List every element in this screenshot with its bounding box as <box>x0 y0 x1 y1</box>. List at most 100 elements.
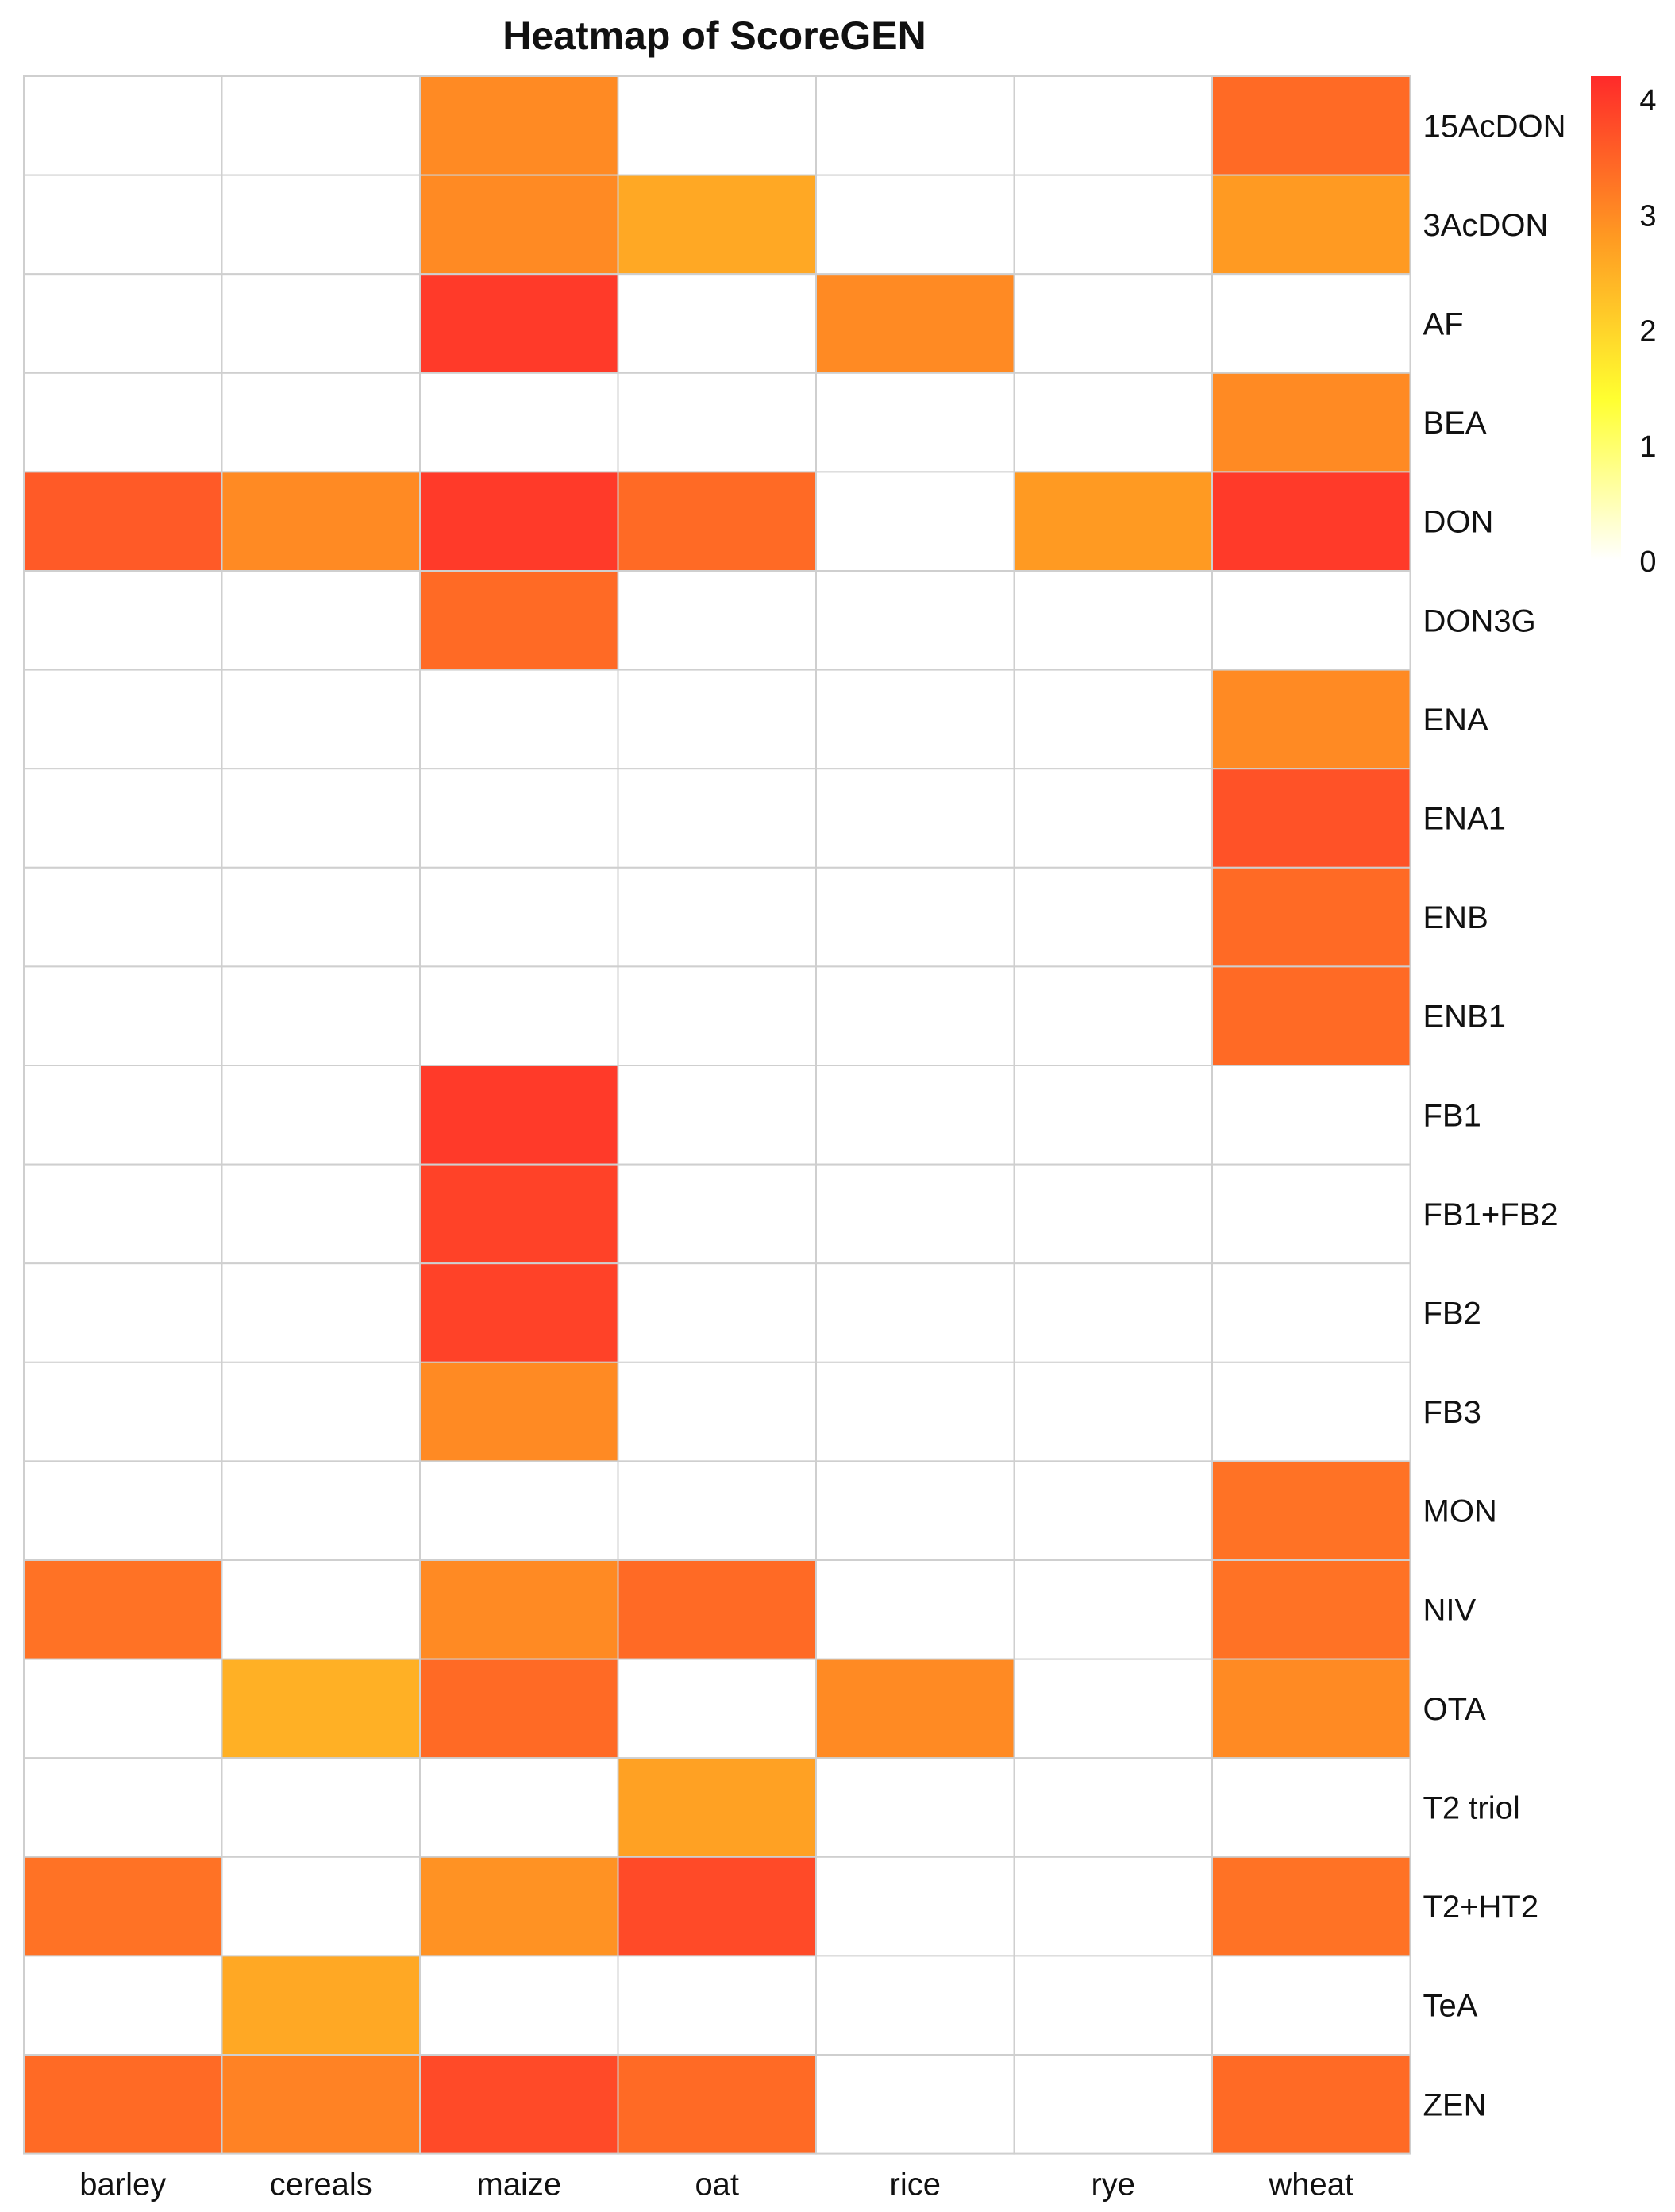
heatmap-cell-enb-maize <box>419 866 619 968</box>
heatmap-cell-t2-triol-cereals <box>221 1757 421 1858</box>
heatmap-cell-t2-triol-oat <box>617 1757 817 1858</box>
heatmap-cell-fb1-fb2-oat <box>617 1163 817 1265</box>
column-label: oat <box>695 2168 739 2202</box>
heatmap-cell-niv-wheat <box>1211 1559 1411 1660</box>
heatmap-cell-15acdon-maize <box>419 75 619 176</box>
row-label: FB3 <box>1423 1395 1481 1430</box>
heatmap-cell-3acdon-barley <box>23 174 223 276</box>
row-label: ENB <box>1423 900 1488 935</box>
heatmap-cell-3acdon-rye <box>1013 174 1213 276</box>
heatmap-cell-af-maize <box>419 273 619 374</box>
heatmap-cell-tea-rye <box>1013 1955 1213 2056</box>
heatmap-cell-tea-cereals <box>221 1955 421 2056</box>
heatmap-cell-zen-barley <box>23 2054 223 2155</box>
heatmap-cell-15acdon-rice <box>815 75 1015 176</box>
heatmap-cell-fb3-rice <box>815 1361 1015 1462</box>
heatmap-cell-3acdon-rice <box>815 174 1015 276</box>
heatmap-cell-af-cereals <box>221 273 421 374</box>
heatmap-cell-don-wheat <box>1211 471 1411 572</box>
heatmap-cell-don3g-maize <box>419 570 619 671</box>
heatmap-cells <box>23 75 1411 2155</box>
heatmap-cell-enb-wheat <box>1211 866 1411 968</box>
heatmap-cell-niv-maize <box>419 1559 619 1660</box>
heatmap-cell-t2-ht2-oat <box>617 1856 817 1957</box>
heatmap-cell-t2-ht2-cereals <box>221 1856 421 1957</box>
heatmap-cell-fb1-cereals <box>221 1065 421 1166</box>
heatmap-cell-bea-rye <box>1013 372 1213 473</box>
heatmap-cell-ota-rye <box>1013 1658 1213 1759</box>
heatmap-cell-ena-wheat <box>1211 669 1411 770</box>
heatmap-cell-zen-maize <box>419 2054 619 2155</box>
row-label: FB1 <box>1423 1098 1481 1133</box>
heatmap-cell-t2-triol-rye <box>1013 1757 1213 1858</box>
heatmap-cell-ena-cereals <box>221 669 421 770</box>
legend-tick-label: 0 <box>1639 545 1656 579</box>
heatmap-cell-mon-barley <box>23 1460 223 1562</box>
heatmap-cell-zen-rye <box>1013 2054 1213 2155</box>
heatmap-cell-zen-rice <box>815 2054 1015 2155</box>
heatmap-cell-enb-cereals <box>221 866 421 968</box>
heatmap-cell-ena-rice <box>815 669 1015 770</box>
heatmap-cell-fb2-maize <box>419 1262 619 1363</box>
heatmap-cell-fb1-wheat <box>1211 1065 1411 1166</box>
row-label: BEA <box>1423 406 1487 441</box>
heatmap-cell-ena1-rye <box>1013 768 1213 869</box>
heatmap-cell-don-cereals <box>221 471 421 572</box>
heatmap-cell-t2-triol-rice <box>815 1757 1015 1858</box>
heatmap-cell-don3g-barley <box>23 570 223 671</box>
heatmap-cell-mon-rice <box>815 1460 1015 1562</box>
heatmap-cell-3acdon-cereals <box>221 174 421 276</box>
row-label: DON <box>1423 505 1494 540</box>
row-labels: 15AcDON 3AcDON AF BEA DON DON3G ENA ENA1 ENB ENB1… <box>1423 109 1566 2122</box>
column-label: rye <box>1091 2168 1135 2202</box>
heatmap-cell-tea-rice <box>815 1955 1015 2056</box>
heatmap-cell-zen-cereals <box>221 2054 421 2155</box>
heatmap-cell-fb2-rice <box>815 1262 1015 1363</box>
heatmap-cell-mon-maize <box>419 1460 619 1562</box>
heatmap-cell-don-oat <box>617 471 817 572</box>
heatmap-cell-don3g-wheat <box>1211 570 1411 671</box>
heatmap-cell-ena1-barley <box>23 768 223 869</box>
heatmap-cell-enb1-wheat <box>1211 965 1411 1067</box>
heatmap-cell-fb1-fb2-rice <box>815 1163 1015 1265</box>
heatmap-cell-fb3-barley <box>23 1361 223 1462</box>
heatmap-cell-t2-ht2-wheat <box>1211 1856 1411 1957</box>
heatmap-cell-don-rice <box>815 471 1015 572</box>
heatmap-cell-don3g-rice <box>815 570 1015 671</box>
heatmap-cell-fb2-cereals <box>221 1262 421 1363</box>
heatmap-cell-fb3-cereals <box>221 1361 421 1462</box>
heatmap-cell-fb1-fb2-maize <box>419 1163 619 1265</box>
row-label: AF <box>1423 307 1464 342</box>
heatmap-cell-bea-rice <box>815 372 1015 473</box>
heatmap-cell-t2-ht2-rye <box>1013 1856 1213 1957</box>
heatmap-cell-t2-triol-barley <box>23 1757 223 1858</box>
heatmap-cell-enb-barley <box>23 866 223 968</box>
heatmap-cell-fb2-wheat <box>1211 1262 1411 1363</box>
heatmap-cell-fb3-wheat <box>1211 1361 1411 1462</box>
legend-tick-label: 2 <box>1639 315 1656 349</box>
heatmap-cell-af-barley <box>23 273 223 374</box>
heatmap-cell-ena1-rice <box>815 768 1015 869</box>
heatmap-cell-fb1-fb2-wheat <box>1211 1163 1411 1265</box>
column-label: maize <box>476 2168 561 2202</box>
heatmap-cell-3acdon-oat <box>617 174 817 276</box>
row-label: ENB1 <box>1423 1000 1507 1035</box>
heatmap-cell-3acdon-wheat <box>1211 174 1411 276</box>
heatmap-cell-fb1-rice <box>815 1065 1015 1166</box>
heatmap-cell-af-rice <box>815 273 1015 374</box>
row-label: MON <box>1423 1494 1497 1529</box>
heatmap-cell-t2-ht2-barley <box>23 1856 223 1957</box>
heatmap-cell-15acdon-barley <box>23 75 223 176</box>
row-label: OTA <box>1423 1692 1487 1727</box>
heatmap-cell-zen-wheat <box>1211 2054 1411 2155</box>
heatmap-cell-3acdon-maize <box>419 174 619 276</box>
heatmap-cell-ena1-cereals <box>221 768 421 869</box>
heatmap-cell-mon-oat <box>617 1460 817 1562</box>
heatmap-cell-mon-cereals <box>221 1460 421 1562</box>
heatmap-cell-fb1-rye <box>1013 1065 1213 1166</box>
heatmap-cell-ena-barley <box>23 669 223 770</box>
heatmap-cell-ena1-oat <box>617 768 817 869</box>
heatmap-cell-enb-rice <box>815 866 1015 968</box>
heatmap-cell-enb-oat <box>617 866 817 968</box>
heatmap-cell-fb1-barley <box>23 1065 223 1166</box>
